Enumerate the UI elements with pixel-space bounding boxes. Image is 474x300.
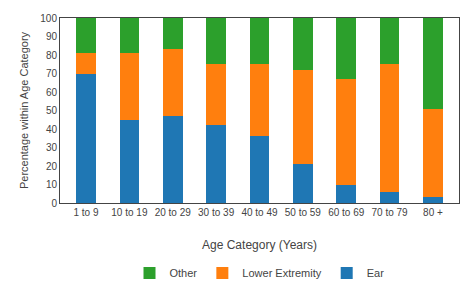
svg-text:40: 40 [46, 124, 58, 135]
svg-text:60: 60 [46, 87, 58, 98]
svg-text:50 to 59: 50 to 59 [285, 207, 322, 218]
svg-text:90: 90 [46, 31, 58, 42]
svg-text:70 to 79: 70 to 79 [372, 207, 409, 218]
svg-text:Percentage within Age Category: Percentage within Age Category [18, 31, 30, 189]
svg-text:50: 50 [46, 105, 58, 116]
svg-text:10: 10 [46, 179, 58, 190]
svg-text:Age Category (Years): Age Category (Years) [202, 238, 317, 252]
svg-text:Lower Extremity: Lower Extremity [242, 267, 321, 279]
svg-text:30: 30 [46, 142, 58, 153]
svg-text:10 to 19: 10 to 19 [111, 207, 148, 218]
svg-text:30 to 39: 30 to 39 [198, 207, 235, 218]
svg-text:20: 20 [46, 161, 58, 172]
svg-text:60 to 69: 60 to 69 [328, 207, 365, 218]
svg-text:80: 80 [46, 50, 58, 61]
svg-text:0: 0 [51, 198, 57, 209]
svg-text:100: 100 [40, 13, 57, 24]
svg-text:Other: Other [170, 267, 198, 279]
svg-text:Ear: Ear [367, 267, 384, 279]
svg-text:1 to 9: 1 to 9 [74, 207, 99, 218]
svg-text:20 to 29: 20 to 29 [155, 207, 192, 218]
svg-text:70: 70 [46, 68, 58, 79]
svg-text:80 +: 80 + [423, 207, 443, 218]
svg-text:40 to 49: 40 to 49 [241, 207, 278, 218]
